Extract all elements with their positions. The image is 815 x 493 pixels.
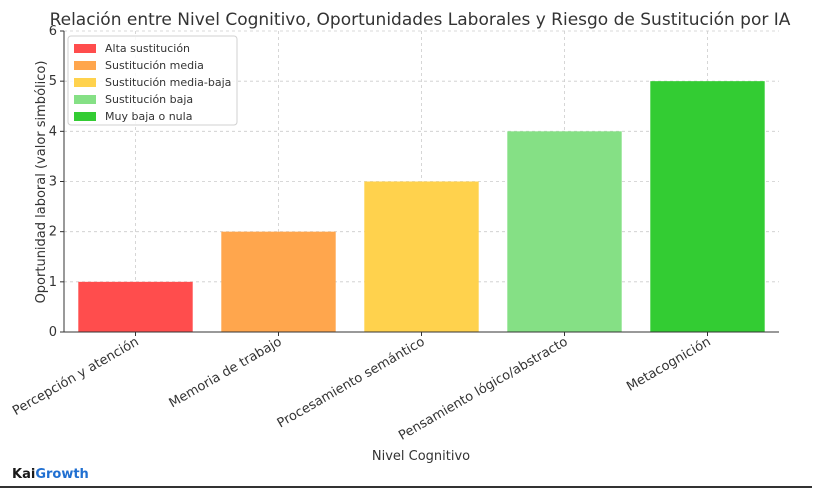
chart-title: Relación entre Nivel Cognitivo, Oportuni…	[50, 10, 791, 30]
bar	[221, 231, 336, 332]
legend-swatch	[74, 61, 96, 70]
brand-growth: Growth	[35, 467, 89, 482]
x-tick-label: Percepción y atención	[10, 334, 141, 418]
y-tick-label: 5	[49, 74, 57, 89]
footer-divider	[0, 486, 812, 488]
x-tick-label: Pensamiento lógico/abstracto	[396, 334, 570, 443]
brand-footer: KaiGrowth	[12, 467, 89, 482]
y-tick-label: 1	[49, 275, 57, 290]
bar	[507, 131, 622, 332]
y-tick-label: 4	[49, 124, 57, 139]
legend-label: Sustitución media	[105, 59, 204, 72]
bar	[78, 281, 193, 332]
legend-swatch	[74, 44, 96, 53]
brand-kai: Kai	[12, 467, 36, 482]
legend-swatch	[74, 95, 96, 104]
bar	[364, 181, 479, 332]
legend-box	[67, 35, 238, 126]
y-tick-label: 0	[49, 325, 57, 340]
y-tick-label: 2	[49, 225, 57, 240]
y-tick-label: 6	[49, 24, 57, 39]
x-tick-label: Procesamiento semántico	[275, 334, 428, 431]
y-axis-label: Oportunidad laboral (valor simbólico)	[34, 61, 49, 304]
y-tick-label: 3	[49, 175, 57, 190]
legend-label: Alta sustitución	[105, 42, 190, 55]
legend: Alta sustitución Sustitución media Sustitu…	[67, 35, 238, 126]
legend-label: Sustitución media-baja	[105, 76, 231, 89]
bar	[650, 81, 765, 333]
legend-label: Muy baja o nula	[105, 110, 192, 123]
bars	[78, 81, 765, 333]
x-ticks: Percepción y atención Memoria de trabajoP…	[10, 332, 714, 444]
bar-chart: Relación entre Nivel Cognitivo, Oportuni…	[10, 10, 791, 464]
x-axis-label: Nivel Cognitivo	[372, 449, 470, 464]
x-tick-label: Metacognición	[624, 334, 713, 394]
x-tick-label: Memoria de trabajo	[167, 334, 285, 411]
y-ticks: 0 1 2 3 4 5 6	[49, 24, 64, 340]
legend-swatch	[74, 78, 96, 87]
legend-label: Sustitución baja	[105, 93, 193, 106]
legend-swatch	[74, 112, 96, 121]
